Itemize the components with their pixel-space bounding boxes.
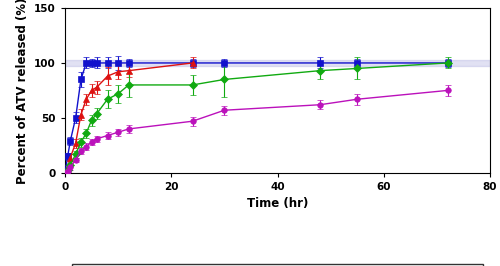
Bar (65, 60, 490, 66)
Legend: ATV suspension, OEEPC, ATV-ISG-2, ATV OEEPC-ISG-2: ATV suspension, OEEPC, ATV-ISG-2, ATV OE… (72, 264, 483, 266)
Y-axis label: Percent of ATV released (%): Percent of ATV released (%) (16, 0, 28, 184)
X-axis label: Time (hr): Time (hr) (247, 197, 308, 210)
